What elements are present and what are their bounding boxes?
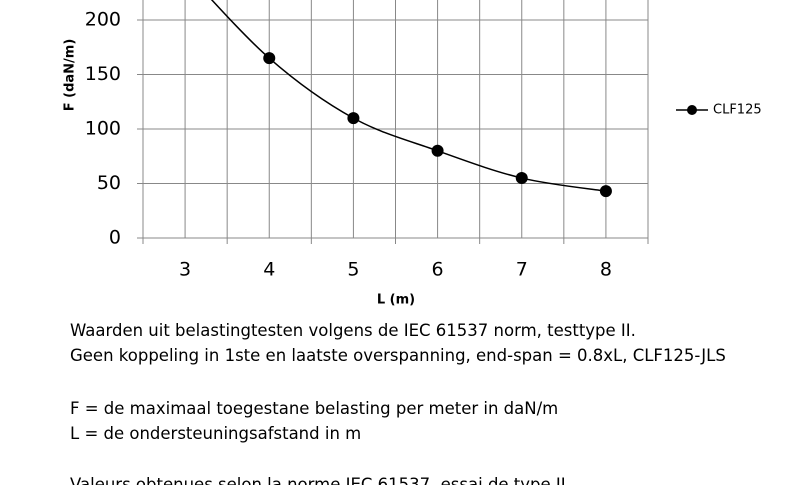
y-tick-label: 50 bbox=[97, 172, 121, 194]
x-tick-label: 8 bbox=[600, 259, 612, 281]
x-tick-label: 7 bbox=[516, 259, 528, 281]
point bbox=[431, 144, 444, 157]
legend-label: CLF125 bbox=[713, 103, 762, 118]
x-tick-label: 4 bbox=[263, 259, 275, 281]
x-axis-label: L (m) bbox=[377, 293, 415, 308]
note-line: F = de maximaal toegestane belasting per… bbox=[70, 399, 558, 418]
point bbox=[347, 112, 360, 125]
legend-marker bbox=[687, 105, 697, 115]
y-tick-label: 150 bbox=[85, 63, 121, 85]
point bbox=[599, 185, 612, 198]
point bbox=[515, 172, 528, 185]
y-tick-label: 100 bbox=[85, 118, 121, 140]
y-axis-label: F (daN/m) bbox=[63, 39, 78, 112]
x-tick-label: 3 bbox=[179, 259, 191, 281]
note-line: L = de ondersteuningsafstand in m bbox=[70, 424, 361, 443]
note-line: Geen koppeling in 1ste en laatste oversp… bbox=[70, 346, 726, 365]
y-tick-label: 0 bbox=[109, 227, 121, 249]
y-tick-label: 200 bbox=[85, 9, 121, 31]
note-line: Waarden uit belastingtesten volgens de I… bbox=[70, 321, 636, 340]
point bbox=[263, 52, 276, 65]
note-line: Valeurs obtenues selon la norme IEC 6153… bbox=[70, 475, 566, 485]
x-tick-label: 5 bbox=[347, 259, 359, 281]
x-tick-label: 6 bbox=[432, 259, 444, 281]
